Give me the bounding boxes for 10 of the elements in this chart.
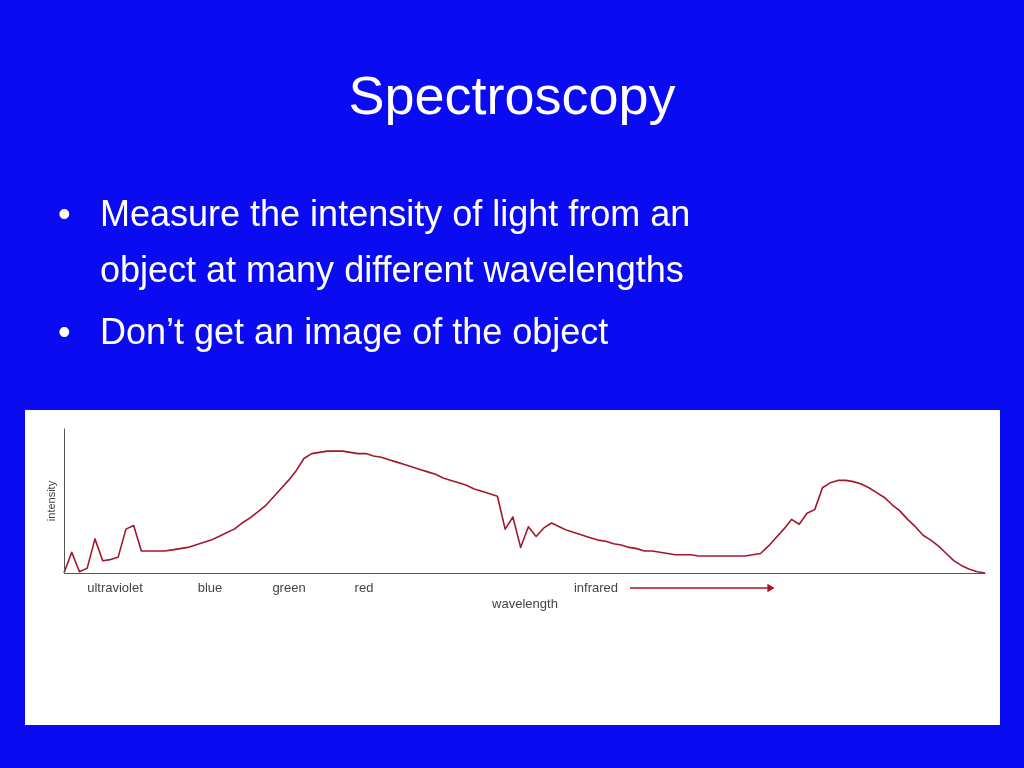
chart-title: Spectroscopy bbox=[348, 65, 676, 125]
text: • Measure the intensity of light from an object at many different wavelengths bbox=[58, 193, 691, 290]
y-axis-title: intensity bbox=[44, 480, 57, 522]
x-axis-title: wavelength bbox=[491, 595, 558, 611]
text: green bbox=[272, 580, 306, 595]
text: red bbox=[354, 580, 374, 595]
text: ultraviolet bbox=[87, 580, 144, 595]
text: • Don’t get an image of the object bbox=[58, 311, 609, 352]
text: blue bbox=[197, 580, 223, 595]
text: infrared bbox=[573, 580, 619, 595]
